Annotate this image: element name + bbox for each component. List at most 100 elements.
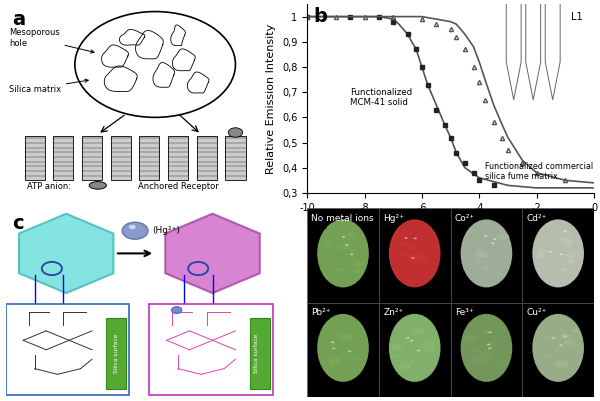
Ellipse shape [491,243,494,244]
Ellipse shape [404,237,407,239]
Ellipse shape [487,344,490,345]
Text: (Hg²⁺): (Hg²⁺) [152,226,180,235]
Ellipse shape [328,357,341,364]
Ellipse shape [560,268,568,271]
Ellipse shape [89,182,106,189]
Ellipse shape [417,350,420,351]
Ellipse shape [392,344,403,350]
Ellipse shape [483,239,488,242]
Ellipse shape [471,358,478,361]
FancyBboxPatch shape [226,136,245,180]
Ellipse shape [537,249,547,254]
Text: Pb²⁺: Pb²⁺ [311,308,331,317]
Bar [307,208,379,302]
Text: ATP anion:: ATP anion: [27,182,71,191]
Ellipse shape [400,242,407,246]
Bar [451,208,522,302]
Ellipse shape [532,219,584,288]
Ellipse shape [411,328,425,335]
Ellipse shape [547,336,551,338]
Ellipse shape [488,348,491,349]
Text: Fe³⁺: Fe³⁺ [455,308,473,317]
Ellipse shape [424,346,436,352]
Polygon shape [166,214,260,293]
Text: Silica surface: Silica surface [114,334,119,373]
Ellipse shape [419,258,429,263]
Circle shape [122,222,148,239]
Ellipse shape [560,253,563,255]
Ellipse shape [486,341,497,347]
Ellipse shape [340,268,346,271]
Ellipse shape [482,352,493,358]
FancyBboxPatch shape [139,136,160,180]
Ellipse shape [389,314,440,382]
Ellipse shape [416,253,429,260]
Ellipse shape [548,251,552,253]
Ellipse shape [355,261,364,266]
Ellipse shape [353,262,362,266]
Text: d: d [313,214,327,233]
Bar [522,302,594,397]
Ellipse shape [501,245,505,247]
Text: Zn²⁺: Zn²⁺ [383,308,403,317]
Ellipse shape [395,355,401,358]
Ellipse shape [350,253,353,255]
Bar [451,302,522,397]
Ellipse shape [337,243,349,250]
Ellipse shape [317,314,369,382]
Ellipse shape [331,344,335,346]
Text: Co²⁺: Co²⁺ [455,214,475,223]
Ellipse shape [475,355,489,363]
Ellipse shape [409,360,415,363]
Text: Hg²⁺: Hg²⁺ [383,214,404,223]
Ellipse shape [559,344,563,346]
Y-axis label: Relative Emission Intensity: Relative Emission Intensity [266,23,277,174]
Ellipse shape [345,244,349,246]
Ellipse shape [474,252,485,258]
Bar [307,302,379,397]
FancyBboxPatch shape [106,318,127,389]
Ellipse shape [416,256,424,260]
Ellipse shape [354,357,362,361]
Ellipse shape [477,249,482,251]
FancyBboxPatch shape [6,304,130,395]
Ellipse shape [568,260,576,264]
Text: Cd²⁺: Cd²⁺ [527,214,547,223]
Ellipse shape [552,337,556,339]
Ellipse shape [401,252,408,255]
Bar [379,302,451,397]
Text: Functionalized
MCM-41 solid: Functionalized MCM-41 solid [350,87,412,107]
Ellipse shape [403,253,410,257]
Ellipse shape [353,269,364,274]
Circle shape [172,307,182,314]
Ellipse shape [335,268,342,271]
Ellipse shape [484,235,487,237]
Text: Mesoporous
hole: Mesoporous hole [9,28,94,53]
Ellipse shape [349,334,353,336]
FancyBboxPatch shape [53,136,73,180]
Ellipse shape [344,334,353,339]
Ellipse shape [461,219,512,288]
Ellipse shape [342,236,345,238]
X-axis label: Log [ATP]: Log [ATP] [424,218,477,228]
Circle shape [129,225,136,229]
Text: Silica matrix: Silica matrix [9,79,88,93]
Ellipse shape [389,219,440,288]
FancyBboxPatch shape [250,318,270,389]
Text: Silica surface: Silica surface [254,334,259,373]
FancyBboxPatch shape [197,136,217,180]
Ellipse shape [464,335,478,342]
FancyBboxPatch shape [110,136,131,180]
Ellipse shape [331,342,334,343]
Ellipse shape [536,254,545,259]
Ellipse shape [407,255,420,262]
Text: c: c [12,214,23,233]
Ellipse shape [348,350,352,352]
Text: No metal ions: No metal ions [311,214,374,223]
Ellipse shape [571,329,579,333]
Ellipse shape [411,257,415,259]
FancyBboxPatch shape [82,136,102,180]
Ellipse shape [563,335,567,337]
Ellipse shape [317,219,369,288]
Ellipse shape [337,333,351,340]
